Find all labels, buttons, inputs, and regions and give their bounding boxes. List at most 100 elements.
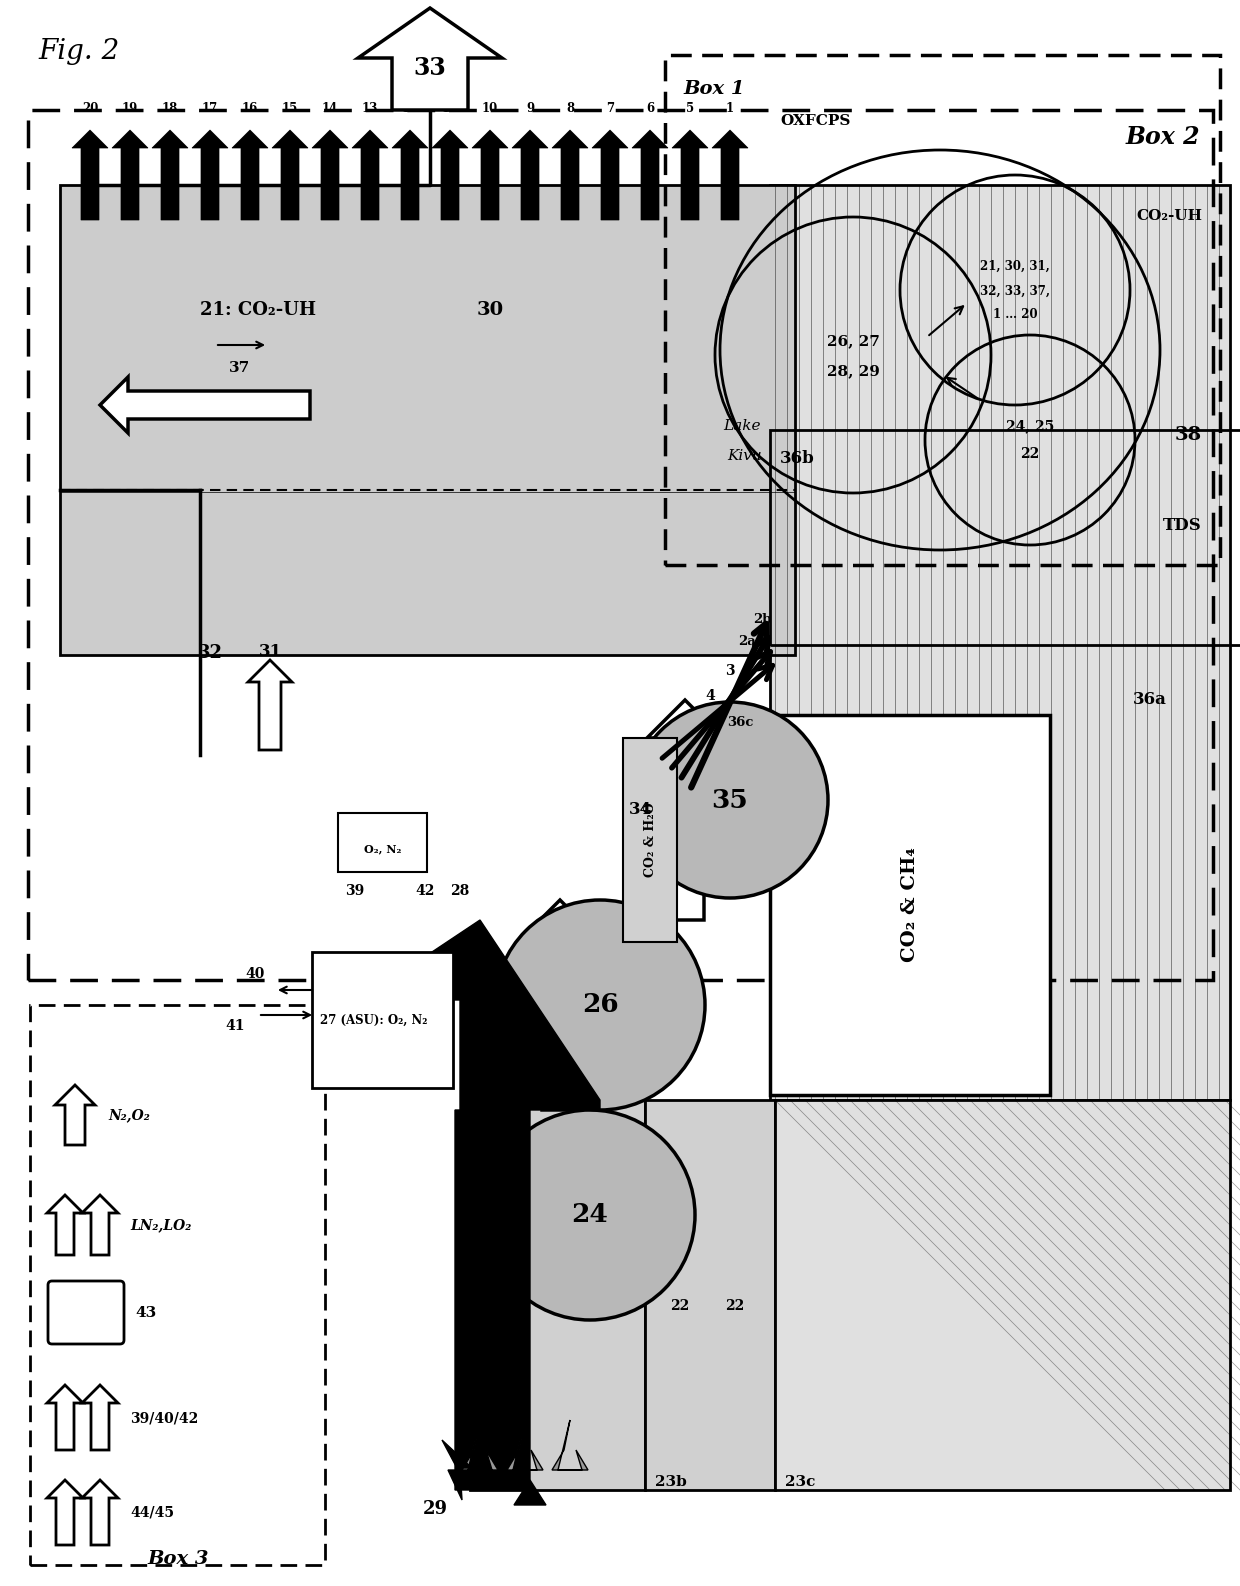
Polygon shape (463, 1419, 498, 1470)
Polygon shape (312, 130, 348, 220)
Polygon shape (82, 1194, 118, 1255)
Polygon shape (552, 130, 588, 220)
Text: 7: 7 (606, 102, 614, 116)
Polygon shape (432, 130, 467, 220)
Text: CO₂ & H₂O: CO₂ & H₂O (644, 803, 656, 877)
FancyBboxPatch shape (60, 186, 795, 655)
Text: 19: 19 (122, 102, 138, 116)
Text: 23c: 23c (785, 1475, 816, 1489)
Text: 21, 30, 31,: 21, 30, 31, (980, 260, 1050, 273)
Text: 41: 41 (226, 1018, 246, 1032)
Polygon shape (712, 130, 748, 220)
Polygon shape (272, 130, 308, 220)
FancyBboxPatch shape (770, 186, 1230, 1101)
Polygon shape (507, 1419, 543, 1470)
Polygon shape (647, 699, 723, 920)
Text: Box 3: Box 3 (148, 1550, 208, 1569)
Polygon shape (100, 377, 310, 433)
Text: 40: 40 (246, 967, 265, 982)
FancyBboxPatch shape (622, 737, 677, 942)
Text: 39: 39 (346, 883, 365, 898)
Text: CO₂ & CH₄: CO₂ & CH₄ (901, 847, 919, 963)
Text: 25: 25 (496, 991, 520, 1009)
Text: 37: 37 (229, 362, 250, 374)
Text: 1: 1 (725, 102, 734, 116)
Text: 33: 33 (414, 56, 446, 79)
FancyBboxPatch shape (645, 1101, 775, 1489)
Text: O₂, N₂: O₂, N₂ (365, 844, 402, 853)
Polygon shape (248, 660, 291, 750)
Text: 14: 14 (322, 102, 339, 116)
Polygon shape (55, 1085, 95, 1145)
Polygon shape (552, 1419, 588, 1470)
Polygon shape (72, 130, 108, 220)
FancyBboxPatch shape (470, 1101, 645, 1489)
Text: TDS: TDS (1163, 517, 1202, 534)
Text: 28, 29: 28, 29 (827, 365, 879, 377)
Text: 1 … 20: 1 … 20 (993, 308, 1038, 320)
Text: 3: 3 (725, 665, 735, 677)
Polygon shape (472, 130, 508, 220)
Polygon shape (47, 1385, 83, 1450)
Circle shape (485, 1110, 694, 1320)
FancyBboxPatch shape (48, 1281, 124, 1343)
Text: 8: 8 (565, 102, 574, 116)
Text: 30: 30 (476, 301, 503, 319)
Text: OXFCPS: OXFCPS (780, 114, 851, 128)
Text: 10: 10 (482, 102, 498, 116)
Text: 13: 13 (362, 102, 378, 116)
Text: 16: 16 (242, 102, 258, 116)
Text: Lake: Lake (723, 419, 760, 433)
Text: 36c: 36c (727, 715, 753, 730)
Text: 17: 17 (202, 102, 218, 116)
Text: 44/45: 44/45 (130, 1507, 174, 1519)
Polygon shape (525, 899, 595, 1110)
Text: 34: 34 (629, 801, 651, 818)
Polygon shape (358, 8, 502, 109)
Text: 42: 42 (415, 883, 435, 898)
Text: N₂,O₂: N₂,O₂ (108, 1109, 150, 1121)
Polygon shape (591, 130, 627, 220)
Text: 29: 29 (423, 1500, 448, 1518)
Polygon shape (192, 130, 228, 220)
Text: 12: 12 (402, 102, 418, 116)
FancyBboxPatch shape (339, 814, 427, 872)
Circle shape (632, 703, 828, 898)
Polygon shape (632, 130, 668, 220)
Circle shape (495, 899, 706, 1110)
Text: 23b: 23b (655, 1475, 687, 1489)
Text: 20: 20 (82, 102, 98, 116)
Polygon shape (47, 1194, 83, 1255)
FancyBboxPatch shape (775, 1101, 1230, 1489)
Polygon shape (515, 1480, 546, 1505)
Text: 11: 11 (441, 102, 458, 116)
Text: 36b: 36b (780, 450, 815, 466)
Text: 22: 22 (671, 1299, 689, 1313)
Text: 21: CO₂-UH: 21: CO₂-UH (200, 301, 316, 319)
Text: Box 1: Box 1 (683, 79, 744, 98)
Text: 2b: 2b (753, 614, 771, 626)
Polygon shape (512, 130, 548, 220)
Text: 32: 32 (197, 644, 222, 661)
Text: CO₂-UH: CO₂-UH (1136, 209, 1202, 224)
Text: 18: 18 (162, 102, 179, 116)
Text: 23a: 23a (480, 1475, 511, 1489)
Polygon shape (232, 130, 268, 220)
Text: 5: 5 (686, 102, 694, 116)
Text: 32, 33, 37,: 32, 33, 37, (980, 285, 1050, 298)
Text: 39/40/42: 39/40/42 (130, 1412, 198, 1424)
Text: 38: 38 (1174, 427, 1202, 444)
Polygon shape (82, 1385, 118, 1450)
Polygon shape (153, 130, 188, 220)
Text: 4: 4 (706, 688, 715, 703)
Text: 43: 43 (135, 1305, 156, 1320)
Polygon shape (672, 130, 708, 220)
Text: 22: 22 (725, 1299, 745, 1313)
Text: 24: 24 (572, 1202, 609, 1228)
Polygon shape (112, 130, 148, 220)
Text: 28: 28 (450, 883, 470, 898)
Text: LN₂,LO₂: LN₂,LO₂ (130, 1218, 191, 1232)
Polygon shape (392, 130, 428, 220)
Text: Fig. 2: Fig. 2 (38, 38, 119, 65)
Text: Kivu: Kivu (727, 449, 761, 463)
